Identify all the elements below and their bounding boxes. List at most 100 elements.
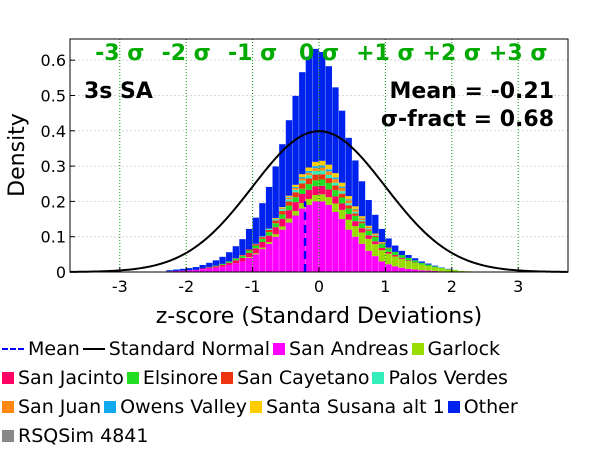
legend-swatch <box>126 371 139 384</box>
bar-segment <box>378 243 386 245</box>
bar-segment <box>398 250 406 256</box>
bar-segment <box>345 208 352 215</box>
bar-segment <box>285 120 293 196</box>
bar-segment <box>431 265 439 267</box>
bar-segment <box>305 171 313 173</box>
bar-segment <box>299 178 306 181</box>
y-tick-label: 0.1 <box>41 228 66 247</box>
bar-segment <box>312 48 319 162</box>
panel-label: 3s SA <box>84 79 153 104</box>
legend-label: Santa Susana alt 1 <box>265 395 445 418</box>
legend-label: Elsinore <box>142 366 219 389</box>
bar-segment <box>378 247 386 251</box>
legend-swatch <box>447 400 460 413</box>
bar-segment <box>405 257 412 261</box>
bar-segment <box>199 269 206 272</box>
bar-segment <box>332 185 339 191</box>
bar-segment <box>272 218 279 220</box>
legend-item: RSQSim 4841 <box>2 425 148 447</box>
legend-label: Palos Verdes <box>388 366 508 389</box>
bar-segment <box>232 263 240 272</box>
bar-segment <box>425 263 432 265</box>
bar-segment <box>285 205 293 211</box>
bar-segment <box>338 193 346 198</box>
legend: Mean Standard Normal San Andreas Garlock San… <box>2 334 598 448</box>
bar-segment <box>219 263 226 265</box>
bar-segment <box>372 244 379 257</box>
bar-segment <box>352 221 359 227</box>
bar-segment <box>312 168 319 172</box>
bar-segment <box>392 255 399 257</box>
bar-segment <box>252 245 259 249</box>
bar-segment <box>338 203 346 210</box>
bar-segment <box>279 210 286 215</box>
bar-segment <box>319 170 326 175</box>
bar-segment <box>325 169 332 172</box>
bar-segment <box>245 249 253 251</box>
bar-segment <box>418 262 425 265</box>
legend-swatch <box>2 347 24 350</box>
bar-segment <box>279 214 286 219</box>
bar-segment <box>285 197 293 198</box>
bar-segment <box>265 243 273 272</box>
legend-row: Mean Standard Normal San Andreas Garlock <box>2 334 598 363</box>
x-tick-label: 2 <box>447 277 457 296</box>
legend-swatch <box>2 429 14 442</box>
bar-segment <box>438 267 445 269</box>
bar-segment <box>292 192 299 198</box>
bar-segment <box>338 187 346 192</box>
bar-segment <box>292 197 299 203</box>
bar-segment <box>365 250 372 272</box>
legend-label: Other <box>463 395 518 418</box>
bar-segment <box>365 225 372 227</box>
sigma-label: -1 σ <box>228 41 277 66</box>
y-axis-ticks: 0 0.1 0.2 0.3 0.4 0.5 0.6 <box>41 51 75 282</box>
bar-segment <box>299 183 306 189</box>
bar-segment <box>365 226 372 229</box>
bar-segment <box>411 260 419 263</box>
legend-label: Garlock <box>427 337 501 360</box>
bar-segment <box>405 268 412 272</box>
bar-segment <box>352 206 359 209</box>
bar-segment <box>272 220 279 224</box>
bar-segment <box>365 230 372 236</box>
bar-segment <box>285 222 293 272</box>
bar-segment <box>245 228 253 250</box>
bar-segment <box>292 189 299 193</box>
bar-segment <box>385 238 392 248</box>
bar-segment <box>212 260 220 266</box>
x-axis-label: z-score (Standard Deviations) <box>156 304 483 329</box>
legend-item: San Jacinto <box>2 367 124 389</box>
bar-segment <box>365 238 372 251</box>
bar-segment <box>345 205 352 209</box>
bar-segment <box>352 209 359 212</box>
bar-segment <box>411 258 419 261</box>
bar-segment <box>352 236 359 272</box>
bar-segment <box>345 200 352 204</box>
bar-segment <box>392 256 399 267</box>
bar-segment <box>411 262 419 270</box>
bar-segment <box>292 186 299 188</box>
legend-item: Palos Verdes <box>372 366 508 389</box>
bar-segment <box>325 189 332 198</box>
bar-segment <box>358 216 366 218</box>
bar-segment <box>312 195 319 202</box>
bar-segment <box>299 180 306 184</box>
x-tick-label: 3 <box>513 277 523 296</box>
legend-item: San Cayetano <box>221 367 369 389</box>
bar-segment <box>232 260 240 264</box>
bar-segment <box>358 218 366 221</box>
bar-segment <box>431 270 439 272</box>
bar-segment <box>312 161 319 167</box>
bar-segment <box>398 257 406 259</box>
bar-segment <box>285 195 293 198</box>
bar-segment <box>219 266 226 272</box>
x-tick-label: -1 <box>245 277 261 296</box>
bar-segment <box>226 264 233 272</box>
bar-segment <box>285 201 293 206</box>
bar-segment <box>226 252 233 262</box>
legend-swatch <box>221 371 234 384</box>
bar-segment <box>199 264 206 269</box>
bar-segment <box>265 235 273 242</box>
bar-segment <box>332 182 339 186</box>
